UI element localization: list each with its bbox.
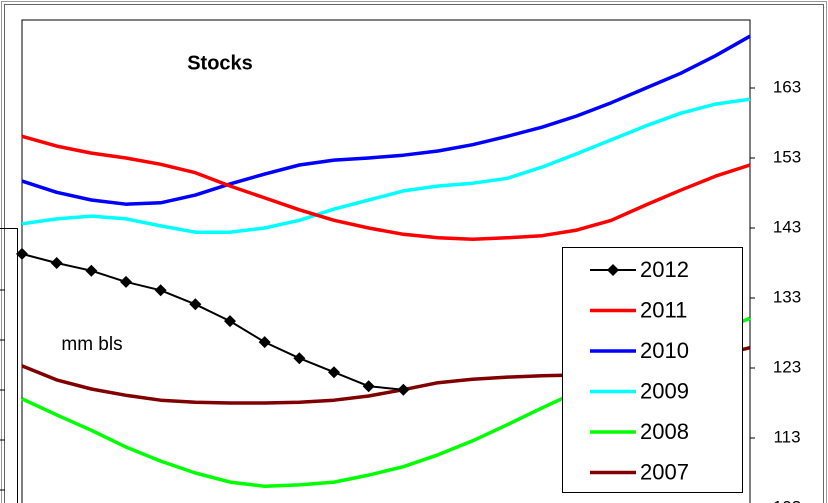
y-tick-label: 153 (773, 147, 801, 166)
data-point (258, 336, 271, 349)
legend-label: 2012 (640, 257, 689, 282)
y-tick-label: 163 (773, 77, 801, 96)
y-tick-label: 143 (773, 217, 801, 236)
annotation: mm bls (61, 334, 122, 355)
series-line (21, 252, 404, 391)
data-point (328, 366, 340, 379)
data-point (16, 247, 28, 260)
data-point (154, 284, 167, 297)
series-line (21, 134, 751, 241)
legend-entry: 2009 (590, 378, 689, 403)
legend-box (562, 247, 743, 493)
legend-entry: 2010 (590, 338, 689, 363)
y-tick-label: 113 (773, 427, 800, 446)
data-point (50, 257, 63, 269)
y-tick-label: 103 (773, 497, 801, 503)
y-tick-label: 123 (773, 357, 801, 376)
legend-label: 2007 (640, 459, 689, 484)
legend-label: 2008 (640, 419, 689, 444)
legend-label: 2011 (640, 297, 687, 322)
legend-entry: 2011 (590, 297, 687, 322)
legend-label: 2010 (640, 338, 689, 363)
data-point (293, 352, 306, 365)
legend-entry: 2007 (590, 459, 689, 484)
series-line (21, 97, 751, 234)
background-chart-fragment (0, 228, 18, 503)
data-point (120, 275, 132, 288)
data-point (189, 298, 202, 311)
legend-label: 2009 (640, 378, 689, 403)
legend: 2012 2011 2010 2009 2008 2007 (562, 247, 743, 493)
y-tick-label: 133 (773, 287, 801, 306)
legend-marker (607, 264, 619, 276)
data-point (224, 315, 236, 328)
data-point (397, 383, 410, 396)
legend-entry: 2008 (590, 419, 689, 444)
chart-frame-inner (4, 4, 824, 503)
data-point (85, 264, 98, 277)
series-line (21, 34, 751, 206)
chart-title: Stocks (187, 52, 253, 74)
legend-entry: 2012 (590, 257, 689, 282)
data-point (362, 380, 375, 393)
